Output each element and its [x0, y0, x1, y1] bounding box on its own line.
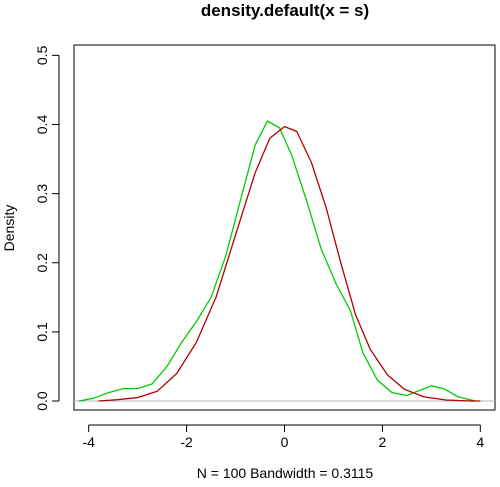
chart-title: density.default(x = s)	[201, 1, 369, 20]
y-tick-label: 0.0	[34, 391, 50, 411]
x-tick-label: 2	[379, 434, 387, 450]
x-tick-label: -4	[82, 434, 95, 450]
x-axis: -4 -2 0 2 4	[82, 424, 484, 450]
plot-frame	[73, 44, 496, 411]
series-layer	[78, 120, 481, 402]
y-axis-label: Density	[1, 205, 17, 252]
x-tick-label: -2	[180, 434, 193, 450]
y-tick-label: 0.3	[34, 184, 50, 204]
density-line-green	[78, 120, 476, 402]
density-line-red	[98, 125, 481, 402]
x-axis-label: N = 100 Bandwidth = 0.3115	[197, 465, 374, 481]
y-tick-label: 0.2	[34, 253, 50, 273]
x-tick-label: 4	[476, 434, 484, 450]
y-tick-label: 0.4	[34, 115, 50, 135]
y-axis: 0.0 0.1 0.2 0.3 0.4 0.5	[34, 45, 60, 411]
x-tick-label: 0	[281, 434, 289, 450]
y-tick-label: 0.1	[34, 322, 50, 342]
y-tick-label: 0.5	[34, 45, 50, 65]
